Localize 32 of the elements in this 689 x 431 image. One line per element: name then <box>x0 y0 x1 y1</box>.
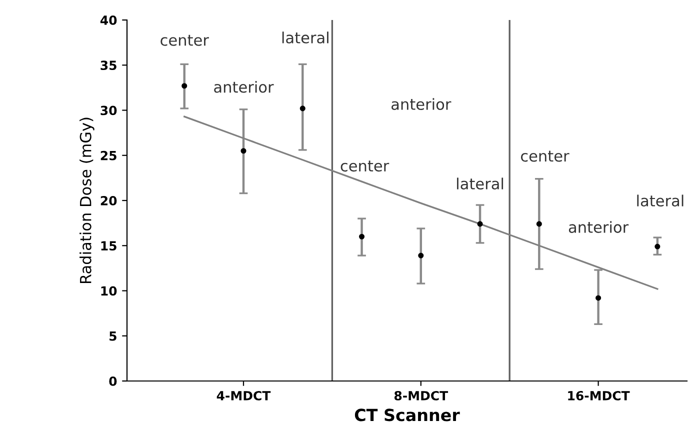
annotation: anterior <box>568 221 629 233</box>
point <box>300 106 306 112</box>
y-tick-label: 25 <box>100 150 116 160</box>
annotation: lateral <box>282 32 328 44</box>
x-tick-label: 8-MDCT <box>394 390 448 400</box>
x-tick-label: 16-MDCT <box>568 390 630 400</box>
x-tick-label: 4-MDCT <box>216 390 271 400</box>
annotation: center <box>520 150 570 162</box>
annotation: lateral <box>457 178 504 190</box>
point <box>477 221 483 227</box>
point <box>654 244 660 250</box>
point <box>240 148 246 154</box>
annotation: anterior <box>392 98 452 110</box>
point <box>596 295 602 301</box>
point <box>418 252 424 258</box>
y-tick-label: 20 <box>100 196 117 206</box>
point <box>536 221 542 227</box>
y-tick-label: 5 <box>110 332 116 341</box>
annotation: anterior <box>214 80 274 93</box>
annotation: lateral <box>637 194 684 207</box>
x-axis-title: CT Scanner <box>354 408 460 422</box>
annotation: center <box>160 34 209 46</box>
y-tick-label: 15 <box>101 241 116 251</box>
y-axis-title: Radiation Dose (mGy) <box>80 118 94 284</box>
y-tick-label: 30 <box>100 106 117 116</box>
y-tick-label: 40 <box>100 15 117 25</box>
y-tick-label: 10 <box>101 286 117 296</box>
y-tick-label: 0 <box>109 376 117 386</box>
point <box>182 83 188 89</box>
point <box>358 234 365 240</box>
y-tick-label: 35 <box>100 60 116 70</box>
annotation: center <box>340 160 390 172</box>
